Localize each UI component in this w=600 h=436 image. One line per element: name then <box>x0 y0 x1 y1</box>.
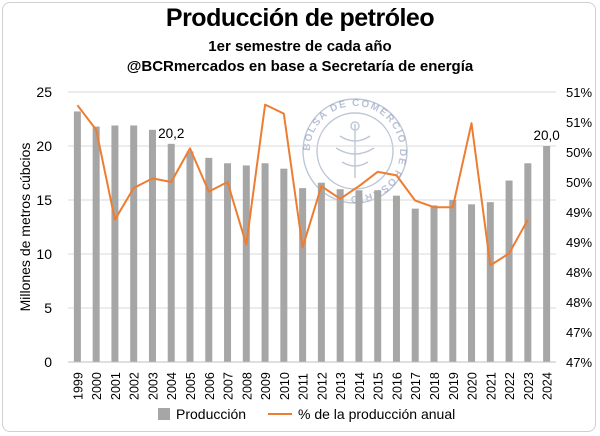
bar <box>205 157 213 362</box>
bar <box>167 143 175 362</box>
bar <box>355 190 363 362</box>
x-tick-label: 2023 <box>522 372 536 400</box>
bar <box>148 129 156 362</box>
legend-label: % de la producción anual <box>298 406 455 422</box>
x-tick-label: 2014 <box>353 372 367 400</box>
x-tick-label: 1999 <box>71 372 85 400</box>
y2-tick-label: 50% <box>566 145 592 160</box>
bar <box>505 180 513 362</box>
bar <box>224 163 232 362</box>
x-tick-label: 2020 <box>466 372 480 400</box>
bar <box>299 188 307 362</box>
bar <box>524 163 532 362</box>
y2-tick-label: 50% <box>566 175 592 190</box>
x-tick-label: 2010 <box>278 372 292 400</box>
x-tick-label: 2004 <box>165 372 179 400</box>
bar <box>92 126 100 362</box>
y-tick-label: 0 <box>44 354 52 370</box>
chart-frame <box>2 2 596 432</box>
bar <box>186 151 194 362</box>
series-line <box>76 103 529 267</box>
bar <box>336 189 344 362</box>
y2-tick-label: 49% <box>566 235 592 250</box>
y2-tick-label: 48% <box>566 265 592 280</box>
x-tick-label: 2006 <box>203 372 217 400</box>
y-tick-label: 15 <box>36 192 52 208</box>
x-tick-label: 2016 <box>390 372 404 400</box>
x-tick-label: 2005 <box>184 372 198 400</box>
chart-subtitle: 1er semestre de cada año <box>208 38 392 55</box>
x-tick-label: 2017 <box>409 372 423 400</box>
x-tick-label: 2021 <box>484 372 498 400</box>
y2-tick-label: 49% <box>566 205 592 220</box>
data-label: 20,2 <box>158 126 184 141</box>
y2-tick-label: 47% <box>566 355 592 370</box>
legend-swatch-bar <box>158 408 170 420</box>
bar <box>486 202 494 362</box>
bar <box>261 163 269 362</box>
x-tick-label: 2015 <box>372 372 386 400</box>
y-axis-title: Millones de metros cúbcios <box>17 143 33 312</box>
x-tick-label: 2009 <box>259 372 273 400</box>
y2-tick-label: 51% <box>566 115 592 130</box>
y-tick-label: 25 <box>36 84 52 100</box>
x-tick-label: 2002 <box>128 372 142 400</box>
data-label: 20,0 <box>533 128 559 143</box>
x-tick-label: 2003 <box>146 372 160 400</box>
bar <box>374 190 382 362</box>
chart-title: Producción de petróleo <box>165 4 435 32</box>
x-tick-label: 2022 <box>503 372 517 400</box>
chart-source: @BCRmercados en base a Secretaría de ene… <box>126 58 474 75</box>
x-tick-label: 2008 <box>240 372 254 400</box>
x-tick-label: 2011 <box>297 373 311 400</box>
x-tick-label: 2018 <box>428 372 442 400</box>
bar <box>111 125 119 362</box>
bar <box>449 200 457 362</box>
bar <box>317 182 325 362</box>
x-tick-label: 2001 <box>109 372 123 400</box>
y2-tick-label: 47% <box>566 325 592 340</box>
bar <box>468 204 476 362</box>
bar <box>392 195 400 362</box>
y-tick-label: 10 <box>36 246 52 262</box>
y-tick-label: 5 <box>44 300 52 316</box>
y2-tick-label: 51% <box>566 85 592 100</box>
x-tick-label: 2024 <box>541 372 555 400</box>
x-tick-label: 2007 <box>222 372 236 400</box>
bar <box>242 165 250 362</box>
bar <box>543 146 551 362</box>
bar <box>130 125 138 362</box>
x-tick-label: 2019 <box>447 372 461 400</box>
bar <box>280 168 288 362</box>
legend-label: Producción <box>176 406 246 422</box>
x-tick-label: 2012 <box>315 372 329 400</box>
bar <box>430 205 438 362</box>
x-tick-label: 2000 <box>90 372 104 400</box>
y-tick-label: 20 <box>36 138 52 154</box>
y2-tick-label: 48% <box>566 295 592 310</box>
bar <box>73 111 81 362</box>
x-tick-label: 2013 <box>334 372 348 400</box>
bar <box>411 208 419 362</box>
